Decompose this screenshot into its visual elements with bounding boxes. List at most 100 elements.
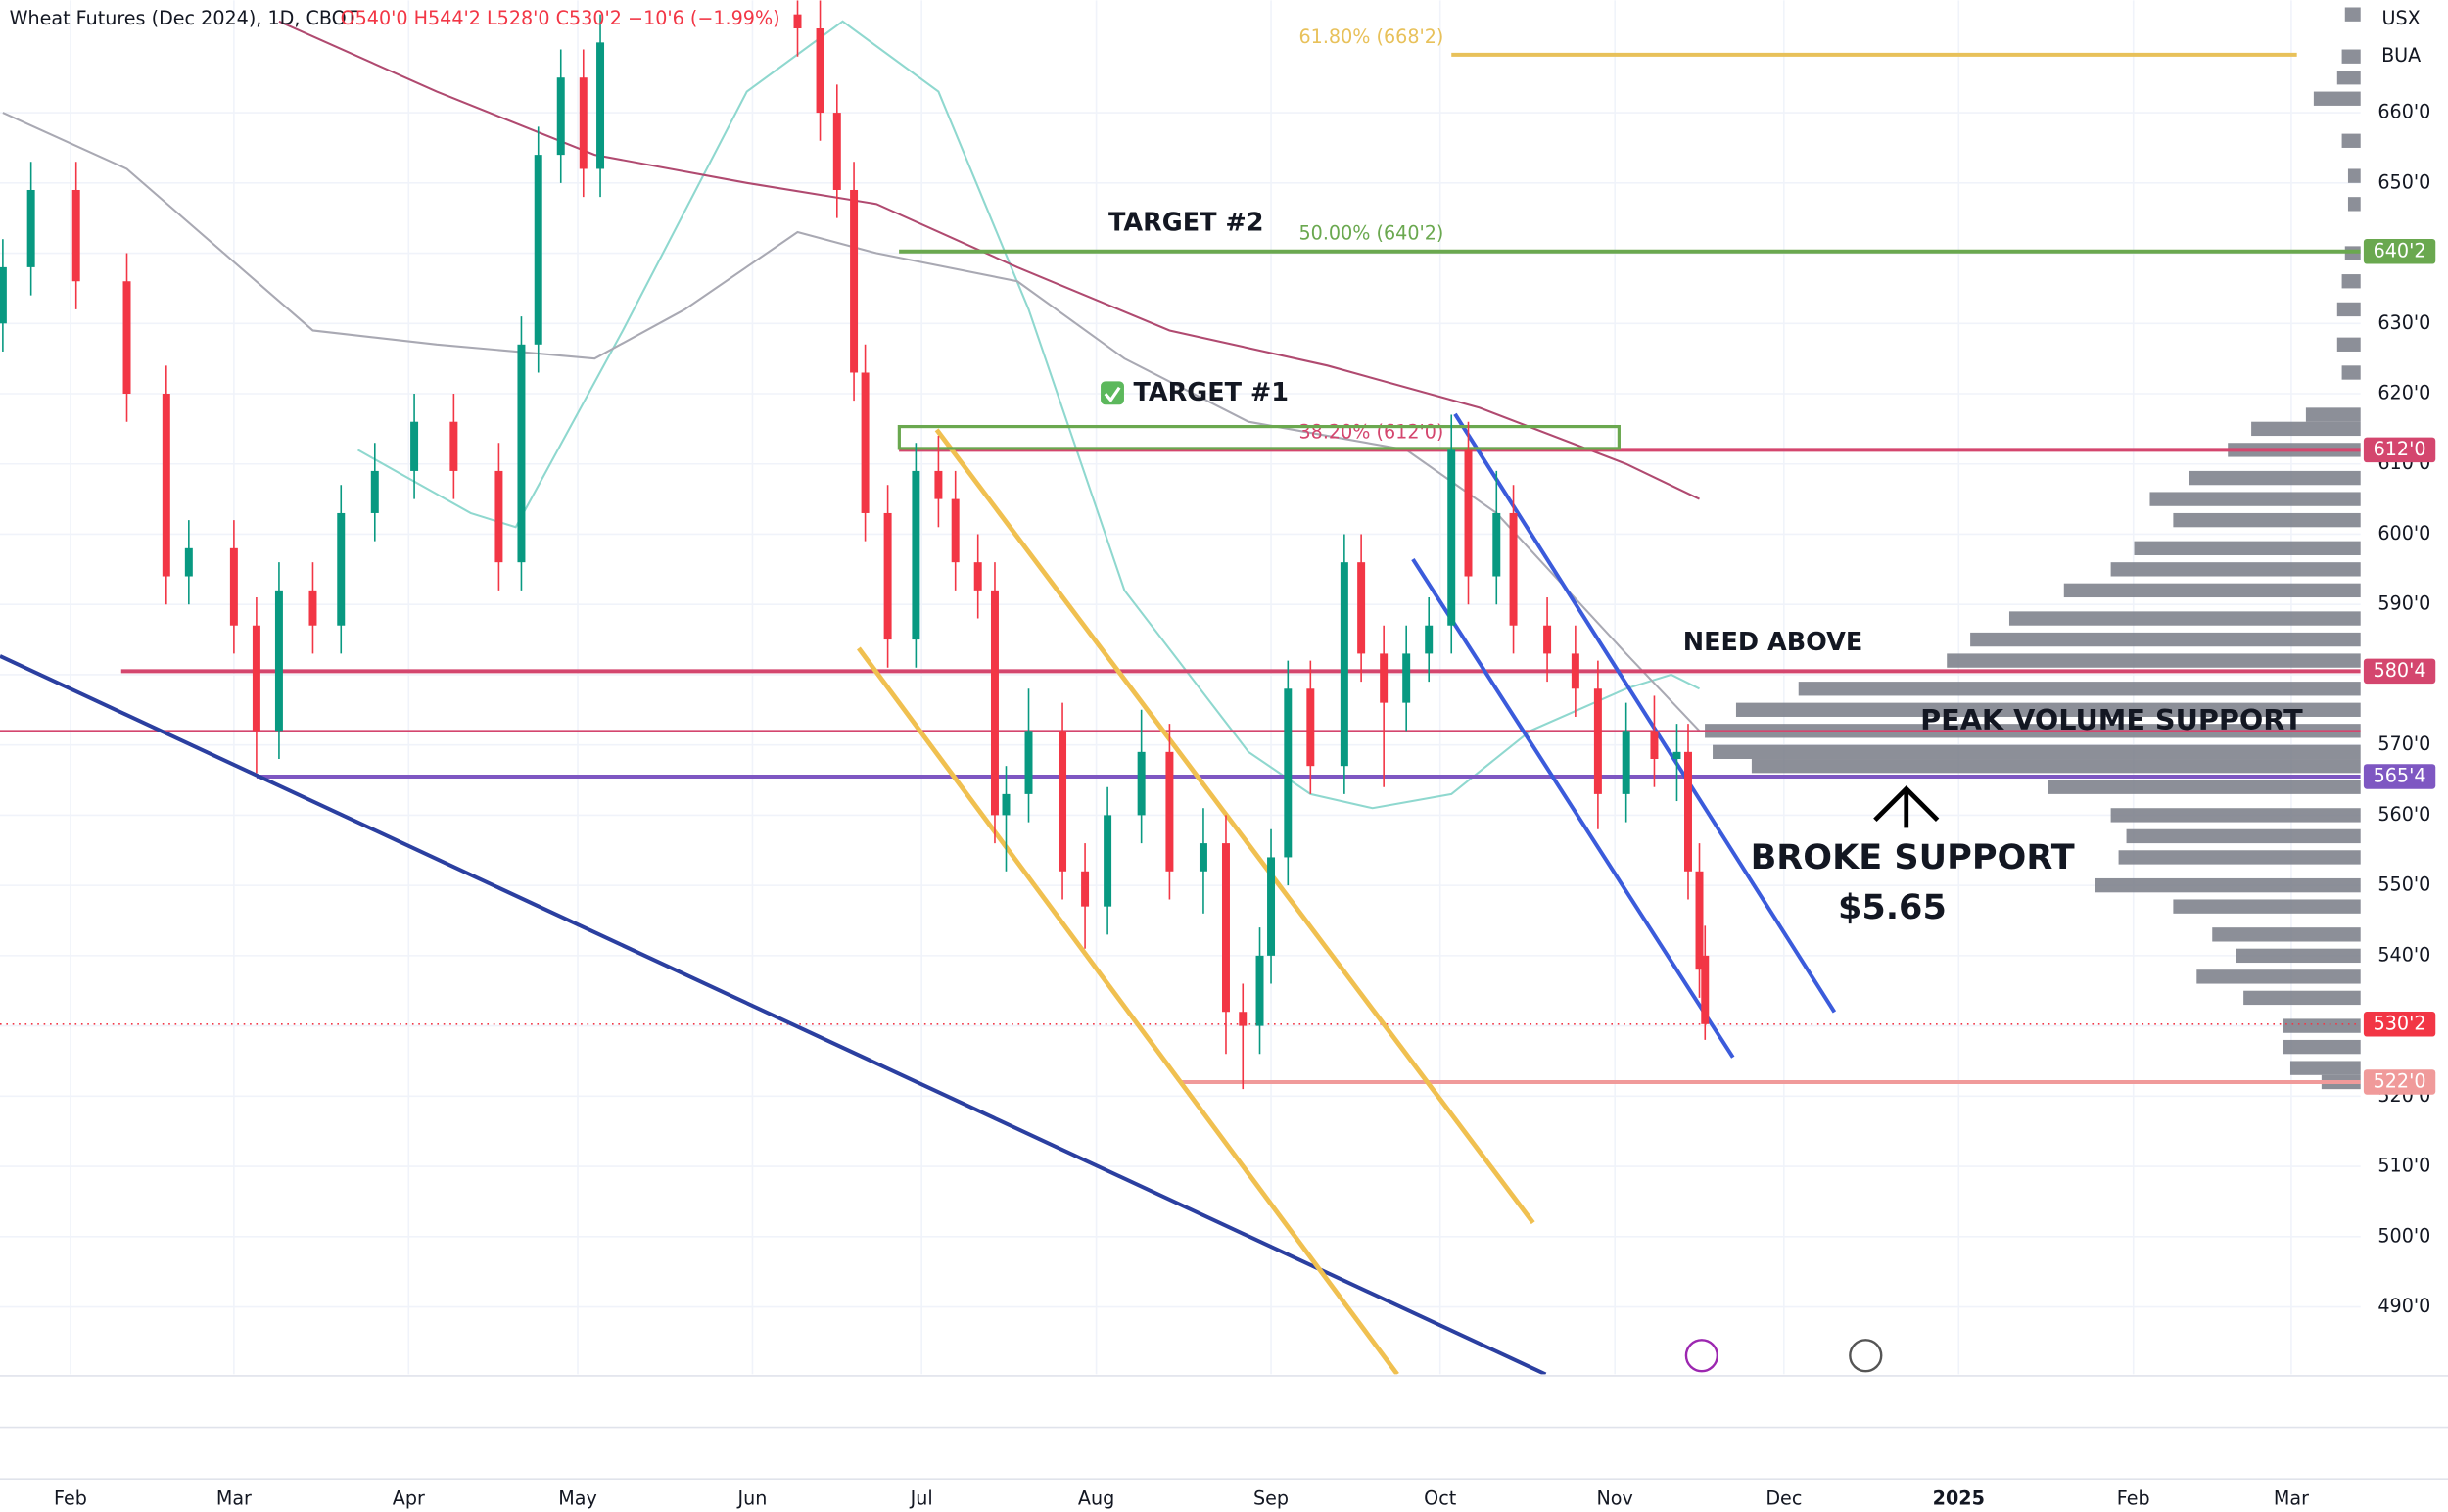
annotations: Wheat Futures (Dec 2024), 1D, CBOT O540'… — [10, 7, 2421, 1373]
y-tick-label: 560'0 — [2377, 803, 2430, 826]
moving-average — [357, 20, 1700, 810]
candle-body — [1380, 653, 1389, 703]
candles — [0, 0, 1710, 1090]
candle-body — [1306, 688, 1315, 767]
y-tick-label: 620'0 — [2377, 382, 2430, 404]
volume-bar — [2336, 71, 2361, 85]
price-label: 612'0 — [2374, 438, 2426, 460]
candle-body — [1695, 871, 1704, 970]
candle-body — [861, 372, 870, 513]
candle-body — [1650, 731, 1659, 760]
candle-body — [934, 470, 943, 499]
annotation: TARGET #1 — [1134, 378, 1290, 407]
fib-label: 38.20% (612'0) — [1299, 420, 1444, 443]
price-label-box — [2363, 1012, 2436, 1037]
y-tick-label: 550'0 — [2377, 874, 2430, 896]
x-tick-label: Feb — [54, 1487, 87, 1509]
annotation: $5.65 — [1838, 887, 1947, 927]
fib-label: 61.80% (668'2) — [1299, 25, 1444, 48]
candle-body — [26, 189, 35, 267]
volume-bar — [2341, 49, 2361, 64]
candle-body — [1593, 688, 1602, 794]
candle-body — [883, 512, 892, 640]
candle-body — [229, 547, 238, 626]
x-tick-label: Aug — [1078, 1487, 1114, 1509]
ohlc-readout: O540'0 H544'2 L528'0 C530'2 −10'6 (−1.99… — [341, 7, 780, 29]
x-tick-label: Dec — [1765, 1487, 1802, 1509]
candle-body — [184, 547, 193, 577]
candle-body — [308, 590, 317, 626]
candle-body — [596, 42, 605, 169]
volume-bar — [2110, 808, 2361, 823]
volume-bar — [2008, 611, 2361, 626]
candle-body — [1571, 653, 1579, 689]
candle-body — [1509, 512, 1518, 626]
price-label: 565'4 — [2374, 764, 2426, 786]
candle-body — [1239, 1012, 1248, 1026]
volume-bar — [2336, 337, 2361, 352]
candle-body — [370, 470, 379, 513]
volume-bar — [2196, 969, 2361, 984]
x-tick-label: May — [558, 1487, 597, 1509]
candle-body — [951, 498, 960, 563]
candle-body — [1543, 625, 1552, 654]
volume-bar — [2336, 302, 2361, 317]
candle-body — [0, 266, 7, 324]
candle-body — [832, 113, 841, 190]
y-tick-label: 570'0 — [2377, 732, 2430, 755]
candle-body — [793, 14, 802, 29]
price-label-box — [2363, 764, 2436, 789]
candle-body — [494, 470, 503, 563]
candle-body — [1447, 449, 1456, 626]
candle-body — [1267, 857, 1276, 956]
x-tick-label: Mar — [2274, 1487, 2309, 1509]
volume-bar — [2341, 365, 2361, 380]
candle-body — [1165, 751, 1174, 872]
trendline — [934, 428, 1535, 1225]
annotation: TARGET #2 — [1108, 208, 1264, 237]
price-label: 640'2 — [2374, 239, 2426, 261]
volume-bar — [2289, 1061, 2361, 1075]
candle-body — [1002, 793, 1011, 816]
candle-body — [410, 421, 419, 471]
check-mark — [1104, 386, 1121, 403]
x-tick-label: Mar — [216, 1487, 252, 1509]
volume-bar — [2189, 470, 2361, 486]
candle-body — [1137, 751, 1146, 816]
candle-body — [1221, 843, 1230, 1013]
x-tick-label: Sep — [1253, 1487, 1289, 1509]
candle-body — [1684, 751, 1692, 872]
x-tick-label: Nov — [1596, 1487, 1632, 1509]
volume-bar — [2251, 421, 2361, 437]
price-label-box — [2363, 658, 2436, 685]
volume-bar — [2341, 133, 2361, 148]
candle-body — [1024, 731, 1033, 794]
candle-body — [1464, 449, 1473, 577]
volume-profile — [1705, 7, 2361, 1090]
volume-bar — [2347, 197, 2361, 212]
volume-bar — [2243, 990, 2361, 1006]
trendline — [0, 654, 1547, 1375]
candle-body — [1340, 562, 1348, 767]
target-box — [897, 424, 1621, 450]
event-icon[interactable] — [1849, 1339, 1883, 1373]
volume-bar — [2173, 899, 2361, 914]
volume-bar — [2126, 828, 2361, 844]
fib-label: 50.00% (640'2) — [1299, 222, 1444, 245]
price-label-box — [2363, 1069, 2436, 1095]
currency-label: USX — [2382, 7, 2421, 29]
candle-body — [973, 562, 982, 591]
candle-body — [337, 512, 346, 626]
candle-body — [1357, 562, 1366, 654]
volume-bar — [1735, 702, 2361, 717]
y-tick-label: 650'0 — [2377, 170, 2430, 193]
volume-bar — [2118, 850, 2361, 865]
candle-body — [1402, 653, 1411, 703]
volume-bar — [2305, 407, 2361, 422]
volume-bar — [2236, 948, 2361, 964]
event-icon[interactable] — [1684, 1339, 1719, 1373]
y-tick-label: 630'0 — [2377, 311, 2430, 334]
price-label: 530'2 — [2374, 1012, 2426, 1034]
price-label-box — [2363, 239, 2436, 264]
